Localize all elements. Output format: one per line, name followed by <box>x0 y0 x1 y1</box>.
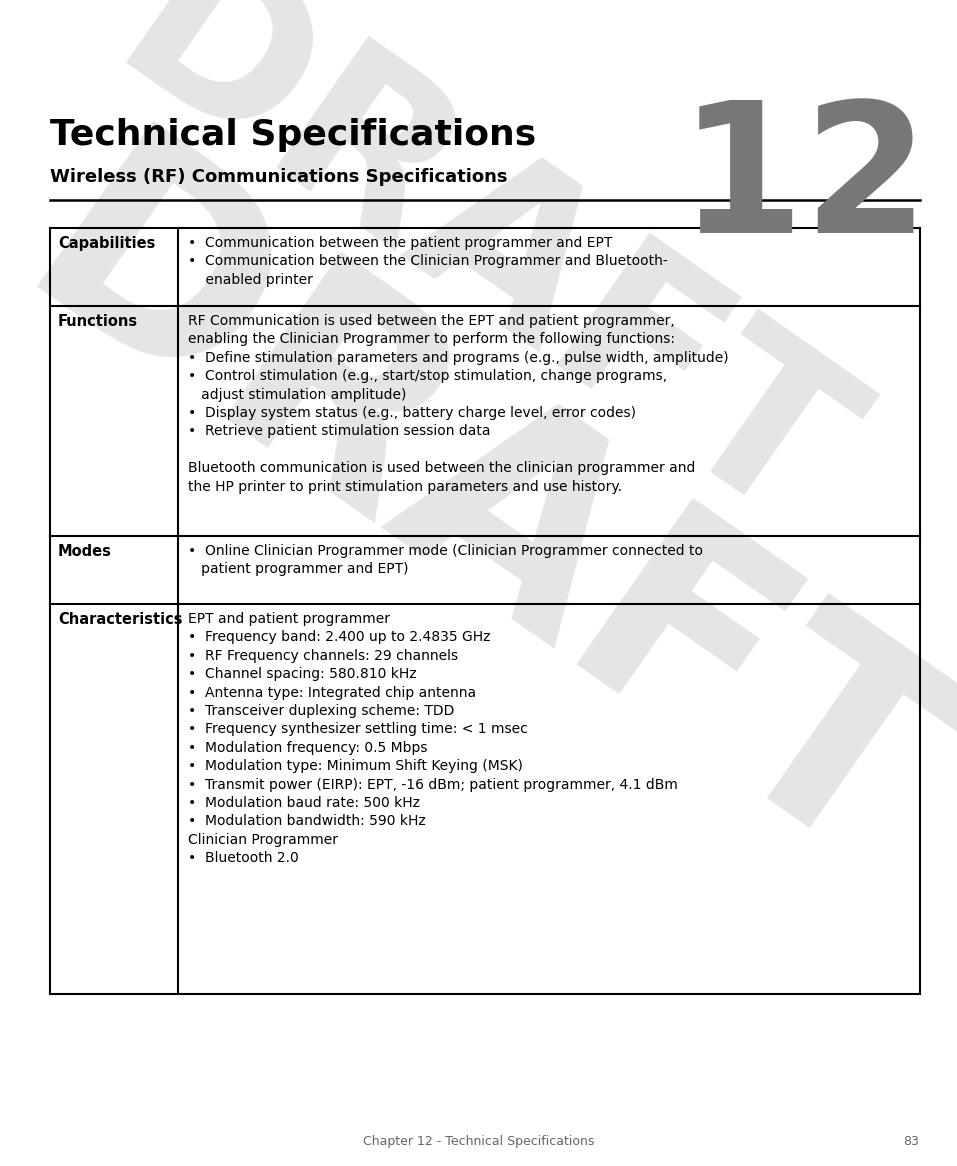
Text: RF Communication is used between the EPT and patient programmer,
enabling the Cl: RF Communication is used between the EPT… <box>188 314 728 493</box>
Text: DRAFT: DRAFT <box>78 0 881 576</box>
Text: 83: 83 <box>903 1135 919 1149</box>
Text: Characteristics: Characteristics <box>58 612 183 627</box>
Text: EPT and patient programmer
•  Frequency band: 2.400 up to 2.4835 GHz
•  RF Frequ: EPT and patient programmer • Frequency b… <box>188 612 678 865</box>
Text: DRAFT: DRAFT <box>0 112 957 928</box>
Text: 12: 12 <box>679 94 930 271</box>
Text: Functions: Functions <box>58 314 138 329</box>
Text: Modes: Modes <box>58 545 112 559</box>
Text: Technical Specifications: Technical Specifications <box>50 118 536 152</box>
Text: Capabilities: Capabilities <box>58 236 155 251</box>
Text: •  Online Clinician Programmer mode (Clinician Programmer connected to
   patien: • Online Clinician Programmer mode (Clin… <box>188 545 703 576</box>
Text: Chapter 12 - Technical Specifications: Chapter 12 - Technical Specifications <box>363 1135 594 1149</box>
Text: Wireless (RF) Communications Specifications: Wireless (RF) Communications Specificati… <box>50 168 507 187</box>
Text: •  Communication between the patient programmer and EPT
•  Communication between: • Communication between the patient prog… <box>188 236 668 287</box>
